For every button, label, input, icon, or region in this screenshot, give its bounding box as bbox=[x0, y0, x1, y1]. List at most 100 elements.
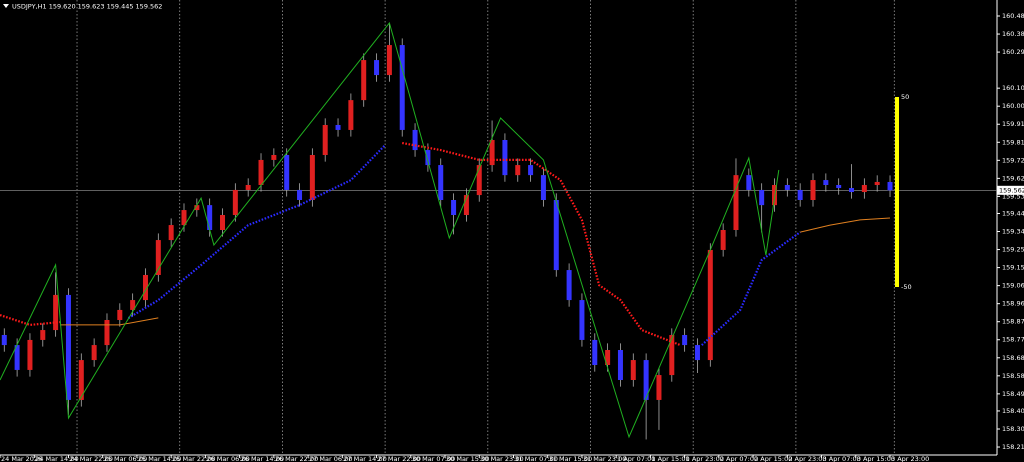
x-tick-label: 25 Mar 22:00 bbox=[172, 455, 215, 462]
candle-body bbox=[707, 249, 713, 361]
candle-body bbox=[849, 188, 855, 193]
candle-body bbox=[220, 215, 226, 230]
symbol-menu-icon[interactable] bbox=[3, 4, 9, 8]
candle-body bbox=[232, 189, 238, 215]
candle-body bbox=[399, 45, 405, 130]
candle-body bbox=[412, 129, 418, 151]
indicator-line bbox=[0, 21, 780, 439]
candle-body bbox=[53, 294, 59, 331]
x-tick-label: 27 Mar 06:00 bbox=[309, 455, 352, 462]
current-price-box bbox=[997, 185, 1024, 195]
candle-body bbox=[1, 335, 7, 346]
candle-body bbox=[605, 350, 611, 365]
candle-body bbox=[348, 100, 354, 130]
candle-body bbox=[438, 165, 444, 200]
y-tick-label: 160.290 bbox=[1002, 48, 1024, 56]
candle-body bbox=[720, 230, 726, 250]
oscillator-bar bbox=[895, 97, 899, 287]
candle-body bbox=[771, 185, 777, 206]
x-tick-label: 24 Mar 2026 bbox=[1, 455, 42, 462]
y-tick-label: 158.870 bbox=[1002, 318, 1024, 326]
x-tick-label: 24 Mar 22:00 bbox=[69, 455, 112, 462]
y-tick-label: 159.910 bbox=[1002, 120, 1024, 128]
candle-body bbox=[528, 165, 534, 176]
candle-body bbox=[271, 155, 277, 160]
candle-body bbox=[14, 345, 20, 370]
candle-body bbox=[540, 175, 546, 200]
candle-body bbox=[784, 185, 790, 190]
candle-body bbox=[656, 375, 662, 400]
x-tick-label: 31 Mar 23:00 bbox=[583, 455, 626, 462]
x-tick-label: 31 Mar 15:00 bbox=[549, 455, 592, 462]
candle-body bbox=[823, 180, 829, 185]
candle-body bbox=[386, 45, 392, 76]
candle-body bbox=[887, 181, 893, 191]
y-tick-label: 159.530 bbox=[1002, 192, 1024, 200]
x-tick-label: 30 Mar 23:00 bbox=[480, 455, 523, 462]
y-tick-label: 158.775 bbox=[1002, 336, 1024, 344]
candle-body bbox=[463, 195, 469, 215]
candle-body bbox=[117, 309, 123, 320]
indicator-line bbox=[0, 314, 61, 327]
x-tick-label: 27 Mar 22:00 bbox=[378, 455, 421, 462]
candle-body bbox=[168, 225, 174, 241]
candle-body bbox=[682, 335, 688, 346]
y-tick-label: 160.480 bbox=[1002, 12, 1024, 20]
candle-body bbox=[207, 205, 213, 230]
x-tick-label: 3 Apr 15:00 bbox=[857, 455, 895, 462]
y-tick-label: 159.155 bbox=[1002, 264, 1024, 272]
y-tick-label: 159.345 bbox=[1002, 228, 1024, 236]
indicator-line bbox=[800, 217, 891, 233]
x-tick-label: 25 Mar 06:00 bbox=[104, 455, 147, 462]
y-tick-label: 159.440 bbox=[1002, 209, 1024, 217]
candle-body bbox=[322, 125, 328, 155]
x-tick-label: 26 Mar 22:00 bbox=[275, 455, 318, 462]
candle-body bbox=[643, 360, 649, 400]
y-tick-label: 158.490 bbox=[1002, 390, 1024, 398]
candle-body bbox=[733, 175, 739, 230]
x-tick-label: 1 Apr 07:00 bbox=[617, 455, 655, 462]
x-tick-label: 3 Apr 23:00 bbox=[891, 455, 929, 462]
x-tick-label: 26 Mar 06:00 bbox=[206, 455, 249, 462]
candle-body bbox=[361, 60, 367, 101]
candle-body bbox=[155, 240, 161, 275]
y-tick-label: 158.965 bbox=[1002, 300, 1024, 308]
candle-body bbox=[258, 159, 264, 185]
oscillator-label: 50 bbox=[901, 93, 909, 101]
y-tick-label: 160.100 bbox=[1002, 84, 1024, 92]
candle-body bbox=[425, 150, 431, 166]
y-tick-label: 159.060 bbox=[1002, 282, 1024, 290]
x-tick-label: 30 Mar 15:00 bbox=[446, 455, 489, 462]
x-tick-label: 2 Apr 07:00 bbox=[720, 455, 758, 462]
candle-body bbox=[515, 165, 521, 176]
x-tick-label: 30 Mar 07:00 bbox=[412, 455, 455, 462]
current-price-label: 159.562 bbox=[999, 186, 1024, 194]
y-tick-label: 160.005 bbox=[1002, 102, 1024, 110]
candle-body bbox=[142, 275, 148, 301]
x-tick-label: 31 Mar 07:00 bbox=[514, 455, 557, 462]
chart-title: USDJPY,H1 159.620 159.623 159.445 159.56… bbox=[12, 3, 162, 11]
y-tick-label: 158.400 bbox=[1002, 407, 1024, 415]
oscillator-label: -50 bbox=[901, 283, 912, 291]
candle-body bbox=[78, 360, 84, 400]
x-tick-label: 1 Apr 15:00 bbox=[651, 455, 689, 462]
candle-body bbox=[130, 300, 136, 310]
y-tick-label: 159.815 bbox=[1002, 138, 1024, 146]
candle-body bbox=[874, 181, 880, 185]
candle-body bbox=[553, 200, 559, 271]
x-tick-label: 25 Mar 14:00 bbox=[138, 455, 181, 462]
indicator-line bbox=[402, 141, 681, 347]
candle-body bbox=[861, 185, 867, 193]
candle-body bbox=[810, 180, 816, 200]
candle-body bbox=[309, 155, 315, 200]
candle-body bbox=[451, 200, 457, 215]
indicator-line bbox=[59, 317, 159, 326]
candle-body bbox=[194, 205, 200, 211]
x-tick-label: 2 Apr 15:00 bbox=[754, 455, 792, 462]
candle-body bbox=[284, 155, 290, 190]
candle-body bbox=[566, 270, 572, 301]
y-tick-label: 158.210 bbox=[1002, 443, 1024, 451]
y-tick-label: 158.680 bbox=[1002, 354, 1024, 362]
